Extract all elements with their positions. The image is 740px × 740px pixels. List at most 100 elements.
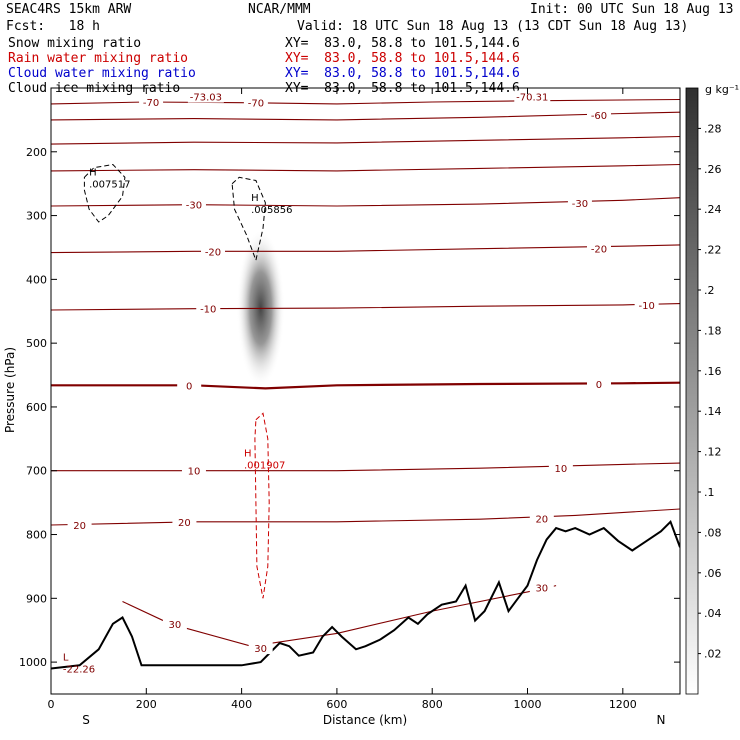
- contour-label-9-2: 20: [535, 515, 548, 526]
- contour-label-10-2: 30: [535, 583, 548, 594]
- contour-label-9-1: 20: [178, 518, 191, 529]
- contour-label-4-1: -30: [572, 199, 588, 210]
- model-title: SEAC4RS 15km ARW: [6, 2, 132, 17]
- extremum-value-1: -70.31: [516, 93, 548, 104]
- field-name-cloud-water: Cloud water mixing ratio: [8, 66, 196, 81]
- x-tick-label-1000: 1000: [514, 698, 542, 711]
- extremum-value-5: -22.26: [63, 664, 95, 675]
- extremum-label-bg: [187, 90, 224, 103]
- contour-label-bg: [162, 617, 187, 630]
- extremum-label-bg: [514, 90, 551, 103]
- y-tick-label-1000: 1000: [19, 656, 47, 669]
- contour-label-10-0: 30: [169, 620, 182, 631]
- contour-label-bg: [243, 96, 268, 109]
- contour-label-7-0: 0: [186, 381, 192, 392]
- field-xy-rain: XY= 83.0, 58.8 to 101.5,144.6: [285, 51, 520, 66]
- contour-label-6-1: -10: [638, 301, 654, 312]
- temperature-contour-8: [51, 462, 680, 472]
- temperature-contour-10: [122, 585, 557, 647]
- x-tick-label-800: 800: [422, 698, 443, 711]
- contour-label-bg: [586, 242, 611, 255]
- colorbar-tick-label-3: .08: [704, 526, 722, 539]
- temperature-contour-6: [51, 303, 680, 311]
- extremum-value-4: .001907: [244, 460, 285, 471]
- contour-label-4-0: -30: [186, 201, 202, 212]
- contour-label-bg: [201, 245, 226, 258]
- colorbar-tick-label-7: .16: [704, 365, 722, 378]
- temperature-contour-2: [51, 135, 680, 145]
- snow-shading-layer: [236, 231, 285, 391]
- plot-frame: [50, 87, 681, 695]
- colorbar: .02 .04 .06 .08 .1 .12 .14 .16 .18 .2 .22 .24 .26 .28: [685, 87, 722, 695]
- south-label: S: [82, 713, 90, 727]
- terrain-layer: [51, 520, 680, 670]
- valid-time: Valid: 18 UTC Sun 18 Aug 13 (13 CDT Sun …: [297, 19, 689, 34]
- colorbar-tick-label-13: .28: [704, 122, 722, 135]
- extremum-value-3: .005856: [251, 205, 292, 216]
- y-tick-label-200: 200: [26, 146, 47, 159]
- y-axis-label: Pressure (hPa): [3, 347, 17, 433]
- temperature-contour-3: [51, 163, 680, 172]
- field-name-snow: Snow mixing ratio: [8, 36, 142, 51]
- contour-label-bg: [567, 196, 592, 209]
- contour-label-7-1: 0: [596, 380, 602, 391]
- colorbar-unit: g kg⁻¹: [705, 83, 739, 96]
- y-tick-label-700: 700: [26, 465, 47, 478]
- contour-label-1-0: -60: [591, 111, 607, 122]
- extremum-value-2: .007517: [89, 180, 130, 191]
- colorbar-tick-label-4: .1: [704, 486, 715, 499]
- contour-label-bg: [586, 108, 611, 121]
- temperature-contour-5: [51, 244, 680, 254]
- snow-mixing-ratio-contour-1: [231, 176, 266, 262]
- contour-labels: -70 -70 -60 -30 -30 -20 -20 -10 -10 0 0 10 10 20 20 20 3…: [63, 90, 659, 675]
- extremum-marker-3: H: [251, 193, 259, 204]
- x-tick-label-600: 600: [326, 698, 347, 711]
- contour-label-bg: [634, 298, 659, 311]
- colorbar-tick-label-1: .04: [704, 607, 722, 620]
- contour-label-8-0: 10: [188, 467, 201, 478]
- contour-label-bg: [548, 462, 573, 475]
- contour-label-9-0: 20: [73, 521, 86, 532]
- contour-label-bg: [172, 515, 197, 528]
- field-xy-snow: XY= 83.0, 58.8 to 101.5,144.6: [285, 36, 520, 51]
- snow-mixing-ratio-contour-0: [83, 163, 126, 223]
- colorbar-tick-label-0: .02: [704, 648, 722, 661]
- colorbar-tick-label-6: .14: [704, 405, 722, 418]
- north-label: N: [657, 713, 666, 727]
- y-tick-label-600: 600: [26, 401, 47, 414]
- extremum-marker-5: L: [63, 652, 69, 663]
- contour-label-bg: [67, 518, 92, 531]
- contour-label-5-0: -20: [205, 247, 221, 258]
- colorbar-tick-label-5: .12: [704, 446, 722, 459]
- colorbar-tick-label-9: .2: [704, 284, 715, 297]
- org-label: NCAR/MMM: [248, 2, 311, 17]
- colorbar-tick-label-2: .06: [704, 567, 722, 580]
- colorbar-tick-label-12: .26: [704, 163, 722, 176]
- x-axis-label: Distance (km): [323, 713, 407, 727]
- y-tick-label-800: 800: [26, 529, 47, 542]
- temperature-contour-4: [51, 197, 680, 207]
- contour-label-8-1: 10: [555, 464, 568, 475]
- extremum-value-0: -73.03: [190, 93, 222, 104]
- extremum-marker-2: H: [89, 168, 97, 179]
- field-xy-cloud-water: XY= 83.0, 58.8 to 101.5,144.6: [285, 66, 520, 81]
- colorbar-scale: [685, 87, 699, 695]
- colorbar-tick-label-8: .18: [704, 324, 722, 337]
- y-tick-label-900: 900: [26, 592, 47, 605]
- contour-label-bg: [196, 302, 221, 315]
- mixing-ratio-contours: [83, 163, 270, 599]
- contour-label-bg: [181, 198, 206, 211]
- colorbar-tick-label-10: .22: [704, 244, 722, 257]
- contour-label-bg: [529, 512, 554, 525]
- temperature-contours: [51, 98, 680, 647]
- init-time: Init: 00 UTC Sun 18 Aug 13: [530, 2, 734, 17]
- terrain-line: [51, 520, 680, 670]
- contour-label-bg: [586, 377, 611, 390]
- contour-label-bg: [529, 581, 554, 594]
- x-tick-label-0: 0: [48, 698, 55, 711]
- contour-label-0-0: -70: [143, 98, 159, 109]
- contour-label-0-1: -70: [248, 99, 264, 110]
- axes: 0 200 400 600 800 1000 12002003004005006007008…: [19, 88, 680, 711]
- contour-label-bg: [181, 464, 206, 477]
